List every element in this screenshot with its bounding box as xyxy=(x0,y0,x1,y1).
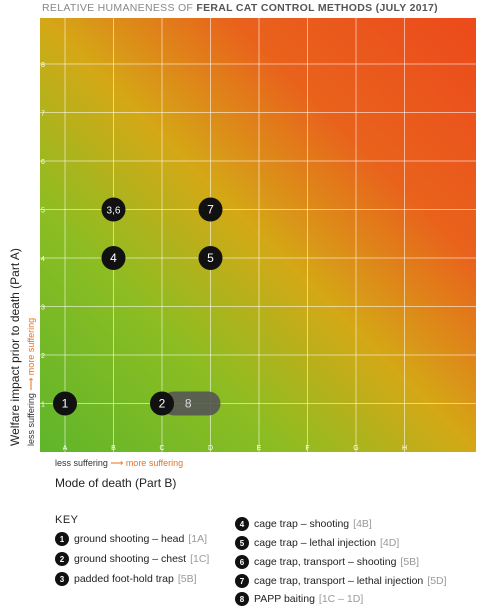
x-axis-label: Mode of death (Part B) xyxy=(55,476,177,490)
x-tick-labels: A B C D E F G H xyxy=(63,445,407,452)
y-tick-labels: 1 2 3 4 5 6 7 8 xyxy=(41,62,45,409)
data-point xyxy=(53,391,77,416)
key-label: cage trap, transport – lethal injection xyxy=(254,575,424,587)
y-tick-label: 5 xyxy=(41,208,45,215)
key-number-badge: 5 xyxy=(235,536,249,550)
x-tick-label: A xyxy=(63,445,68,452)
y-less-suffering: less suffering xyxy=(26,393,36,446)
y-axis-label: Welfare impact prior to death (Part A) xyxy=(8,248,22,446)
data-point xyxy=(101,246,126,270)
data-point xyxy=(150,391,174,416)
y-tick-label: 3 xyxy=(41,305,45,312)
x-more-suffering: more suffering xyxy=(125,458,184,468)
key-label: cage trap – shooting xyxy=(254,518,350,530)
x-tick-label: F xyxy=(305,445,309,452)
chart-plot-area xyxy=(40,18,476,452)
x-axis-suffering-hint: less suffering ⟶ more suffering xyxy=(55,458,183,469)
x-tick-label: C xyxy=(159,445,164,452)
key-number-badge: 3 xyxy=(55,572,69,586)
x-tick-label: B xyxy=(111,445,116,452)
data-point-label: 4 xyxy=(110,251,117,265)
y-tick-label: 4 xyxy=(41,256,45,263)
data-point xyxy=(198,197,223,222)
key-code: [1C] xyxy=(190,553,210,565)
key-label: PAPP baiting xyxy=(254,593,315,605)
key-label: ground shooting – head xyxy=(74,533,185,545)
data-point-label: 3,6 xyxy=(107,206,121,217)
key-item: 6 cage trap, transport – shooting [5B] xyxy=(235,555,419,569)
key-label: cage trap – lethal injection xyxy=(254,537,376,549)
chart-title: RELATIVE HUMANENESS OF FERAL CAT CONTROL… xyxy=(42,2,438,14)
key-label: cage trap, transport – shooting xyxy=(254,556,397,568)
x-tick-label: E xyxy=(257,445,262,452)
y-arrow-icon: ⟶ xyxy=(26,377,36,391)
x-tick-label: H xyxy=(402,445,407,452)
key-number-badge: 8 xyxy=(235,592,249,606)
key-label: ground shooting – chest xyxy=(74,553,187,565)
key-item: 5 cage trap – lethal injection [4D] xyxy=(235,536,399,550)
key-code: [5B] xyxy=(400,556,420,568)
data-points: 8 1 2 3,6 7 4 5 xyxy=(53,197,223,416)
key-code: [4D] xyxy=(380,537,400,549)
y-tick-label: 6 xyxy=(41,159,45,166)
key-code: [4B] xyxy=(353,518,372,530)
x-arrow-icon: ⟶ xyxy=(110,458,124,468)
key-item: 8 PAPP baiting [1C – 1D] xyxy=(235,592,363,606)
key-number-badge: 7 xyxy=(235,574,249,588)
key-number-badge: 1 xyxy=(55,532,69,546)
y-tick-label: 2 xyxy=(41,353,45,360)
key-number-badge: 6 xyxy=(235,555,249,569)
data-point-label: 2 xyxy=(159,397,166,411)
key-code: [5D] xyxy=(427,575,447,587)
x-tick-label: D xyxy=(208,445,213,452)
key-item: 2 ground shooting – chest [1C] xyxy=(55,552,209,566)
key-item: 7 cage trap, transport – lethal injection… xyxy=(235,574,447,588)
key-number-badge: 2 xyxy=(55,552,69,566)
key-label: padded foot-hold trap xyxy=(74,573,174,585)
key-code: [1C – 1D] xyxy=(318,593,364,605)
data-point xyxy=(198,246,223,270)
y-more-suffering: more suffering xyxy=(26,317,36,376)
data-point-label: 7 xyxy=(207,203,214,217)
data-point-label: 1 xyxy=(62,397,69,411)
data-point-label: 8 xyxy=(185,397,192,411)
key-code: [1A] xyxy=(188,533,208,545)
key-item: 4 cage trap – shooting [4B] xyxy=(235,517,372,531)
y-tick-label: 8 xyxy=(41,62,45,69)
data-point xyxy=(101,197,126,222)
x-tick-label: G xyxy=(353,445,358,452)
key-item: 1 ground shooting – head [1A] xyxy=(55,532,207,546)
y-axis-suffering-hint: less suffering ⟶ more suffering xyxy=(26,318,37,446)
key-item: 3 padded foot-hold trap [5B] xyxy=(55,572,197,586)
y-tick-label: 7 xyxy=(41,111,45,118)
data-point-label: 5 xyxy=(207,251,214,265)
x-less-suffering: less suffering xyxy=(55,458,108,468)
key-number-badge: 4 xyxy=(235,517,249,531)
data-point-range xyxy=(162,391,221,416)
key-title: KEY xyxy=(55,514,79,526)
y-tick-label: 1 xyxy=(41,402,45,409)
key-code: [5B] xyxy=(177,573,197,585)
